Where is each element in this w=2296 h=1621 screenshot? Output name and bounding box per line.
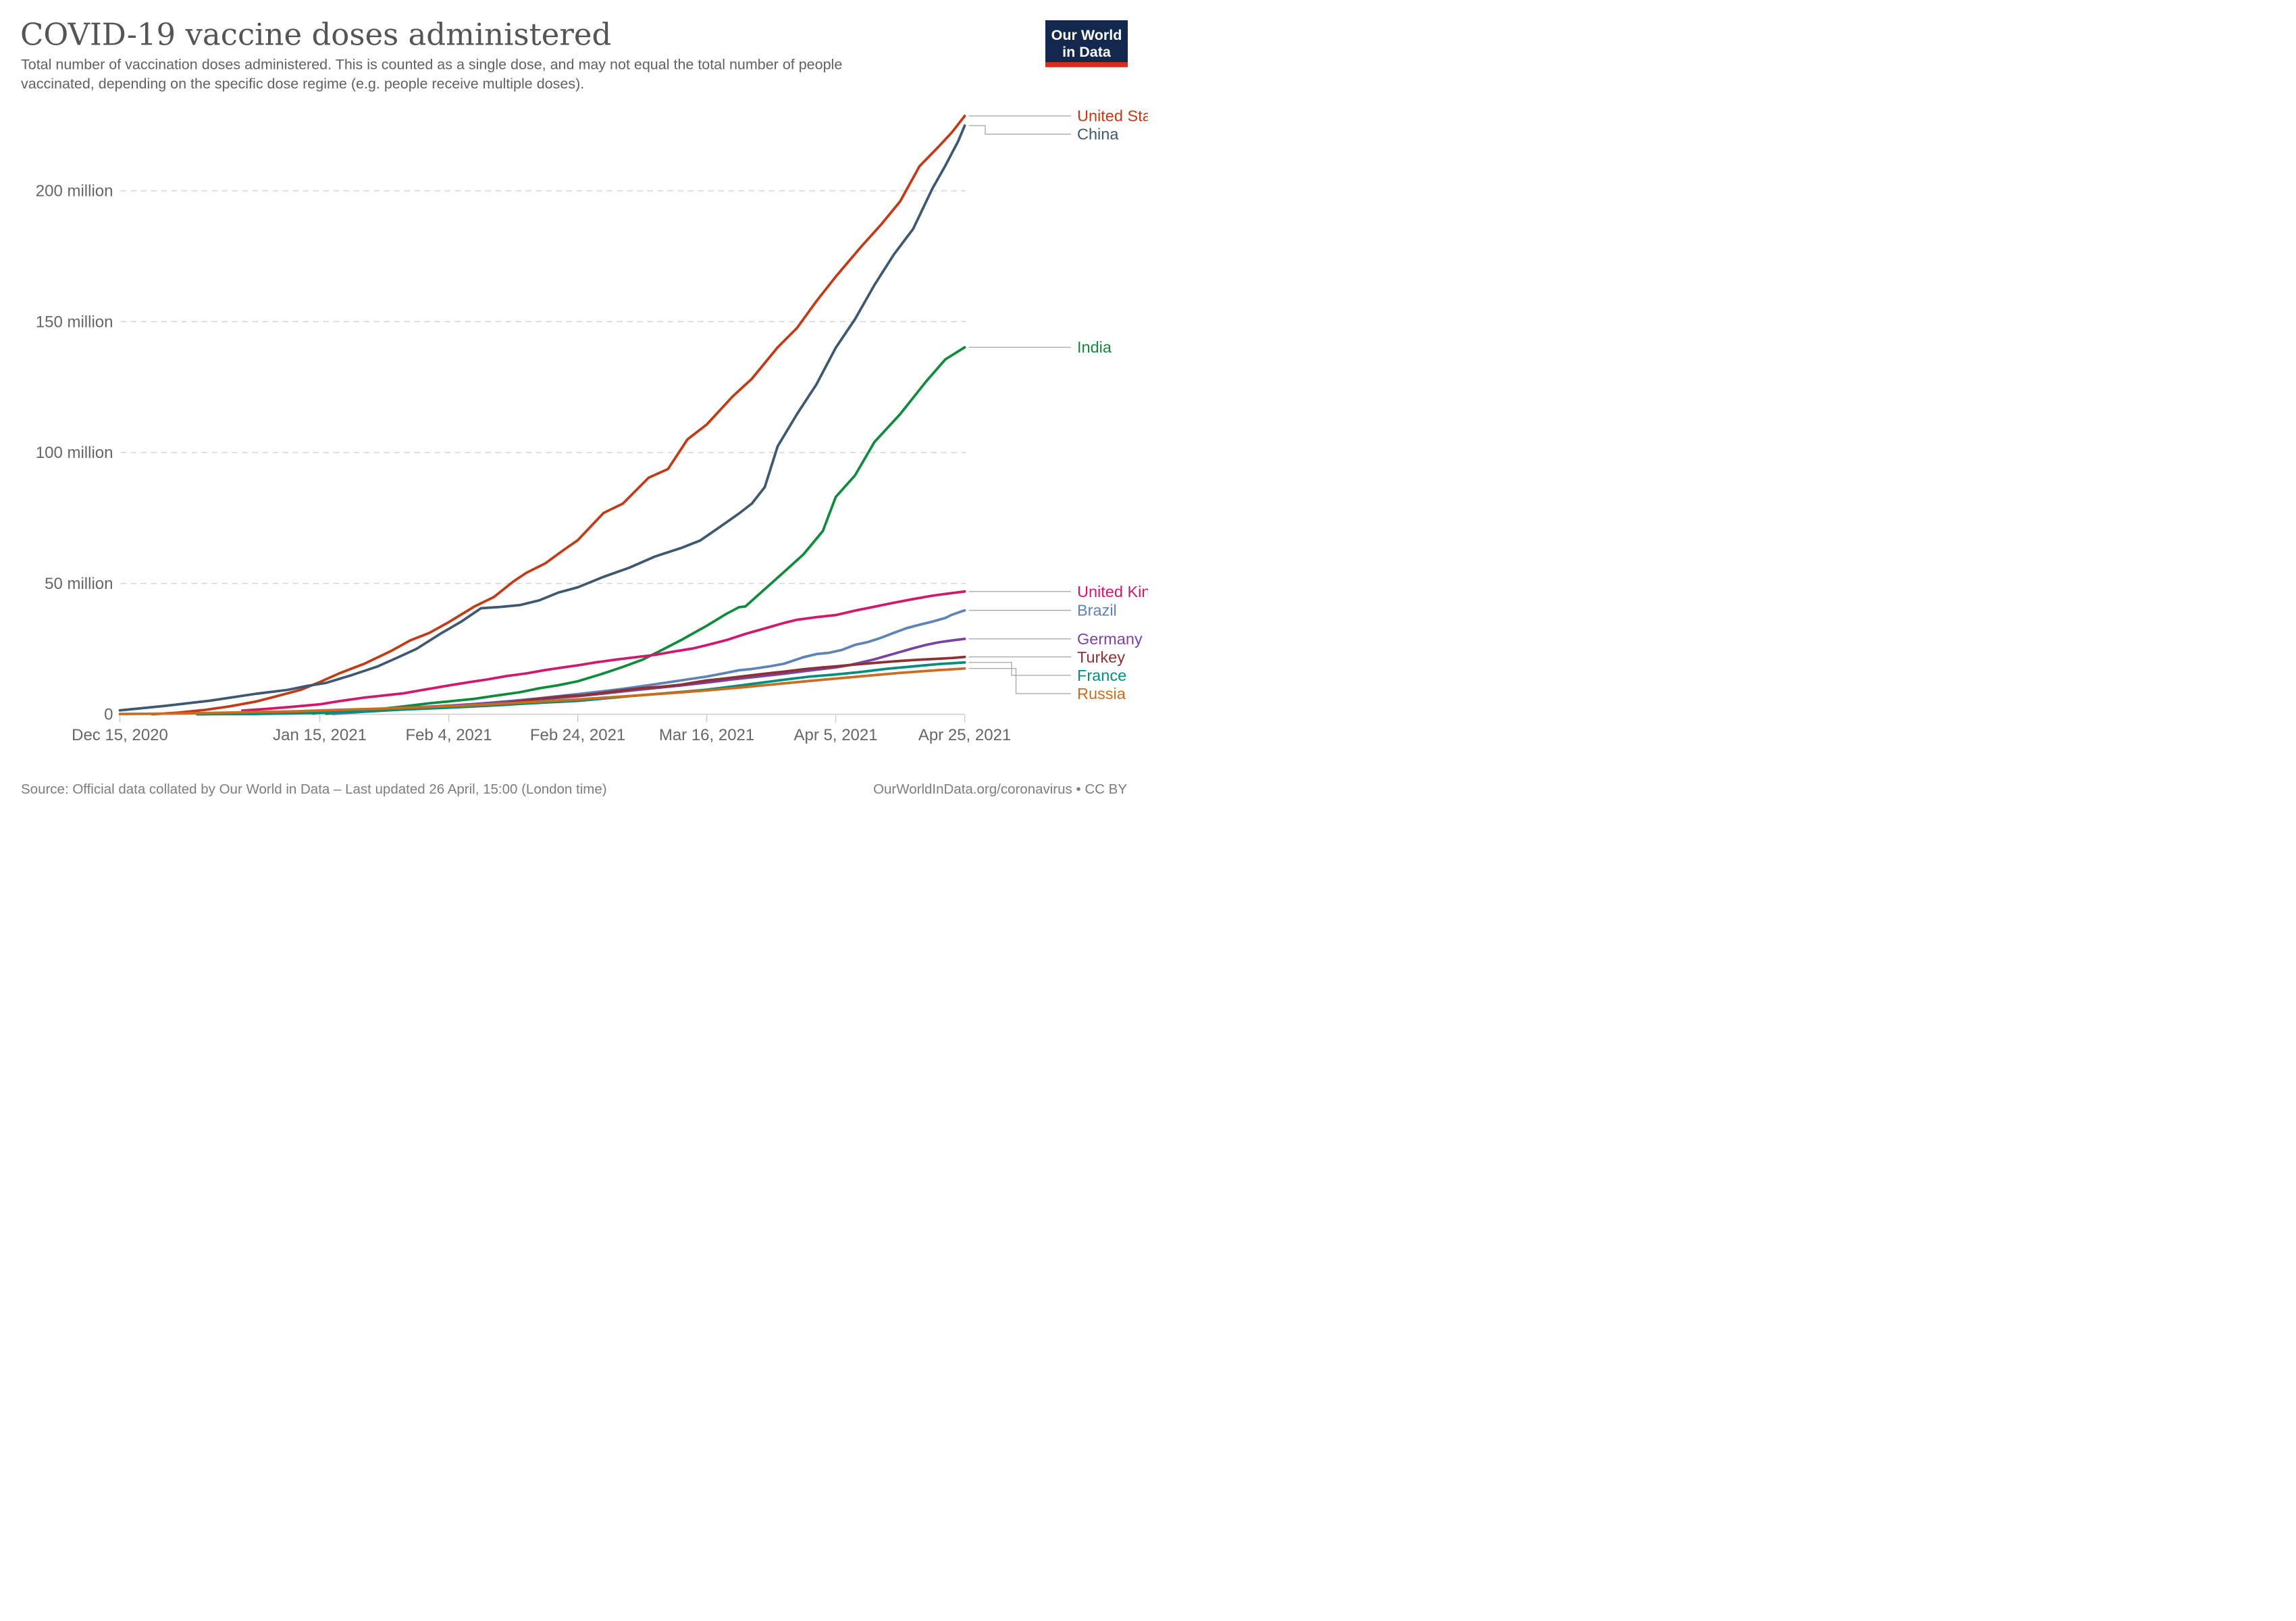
series-label-china: China	[1077, 126, 1119, 143]
owid-logo-background	[1045, 20, 1128, 62]
series-label-united-states: United States	[1077, 107, 1148, 125]
x-tick-label-apr-5-2021: Apr 5, 2021	[794, 726, 878, 744]
series-label-russia: Russia	[1077, 685, 1126, 702]
series-label-united-kingdom: United Kingdom	[1077, 583, 1148, 600]
source-note: Source: Official data collated by Our Wo…	[21, 781, 607, 797]
chart-subtitle-line1: Total number of vaccination doses admini…	[21, 57, 842, 73]
owid-logo: Our World in Data	[1045, 20, 1128, 68]
x-tick-label-apr-25-2021: Apr 25, 2021	[918, 726, 1011, 744]
owid-link[interactable]: OurWorldInData.org/coronavirus • CC BY	[873, 781, 1127, 797]
y-tick-label-100: 100 million	[36, 444, 113, 462]
series-labels: United StatesChina India United Kingdom Bra…	[1077, 107, 1148, 702]
series-label-turkey: Turkey	[1077, 648, 1125, 666]
leader-line-france	[968, 662, 1071, 676]
owid-chart-page: COVID-19 vaccine doses administered Tota…	[0, 0, 1148, 810]
series-label-brazil: Brazil	[1077, 602, 1117, 619]
owid-logo-red-bar	[1045, 62, 1128, 68]
chart-subtitle-line2: vaccinated, depending on the specific do…	[21, 76, 584, 92]
page-title: COVID-19 vaccine doses administered	[20, 17, 611, 53]
x-axis: Dec 15, 2020 Jan 15, 2021 Feb 4, 2021 Feb 2…	[72, 715, 1011, 744]
series-lines	[118, 114, 966, 716]
leader-line-russia	[968, 668, 1071, 694]
owid-logo-text-line1: Our World	[1051, 27, 1122, 43]
x-tick-label-dec-15-2020: Dec 15, 2020	[72, 726, 168, 744]
y-tick-label-0: 0	[104, 706, 113, 724]
x-tick-label-mar-16-2021: Mar 16, 2021	[659, 726, 754, 744]
y-tick-label-200: 200 million	[36, 182, 113, 201]
y-tick-label-150: 150 million	[36, 313, 113, 331]
y-tick-label-50: 50 million	[45, 575, 113, 593]
owid-logo-text-line2: in Data	[1062, 44, 1112, 60]
series-line-russia	[118, 667, 966, 715]
y-axis-labels: 0 50 million 100 million 150 million 200 mil…	[36, 182, 113, 724]
x-tick-label-jan-15-2021: Jan 15, 2021	[273, 726, 367, 744]
series-line-united-kingdom	[241, 590, 966, 712]
series-line-china	[118, 124, 966, 712]
series-label-france: France	[1077, 667, 1126, 684]
page-background	[0, 0, 1148, 810]
series-line-india	[325, 346, 966, 715]
series-label-germany: Germany	[1077, 630, 1143, 648]
series-label-india: India	[1077, 338, 1112, 356]
leader-line-china	[968, 125, 1071, 135]
series-label-leader-lines	[968, 115, 1071, 694]
x-tick-label-feb-4-2021: Feb 4, 2021	[405, 726, 492, 744]
chart-canvas: COVID-19 vaccine doses administered Tota…	[0, 0, 1148, 810]
x-tick-label-feb-24-2021: Feb 24, 2021	[530, 726, 625, 744]
